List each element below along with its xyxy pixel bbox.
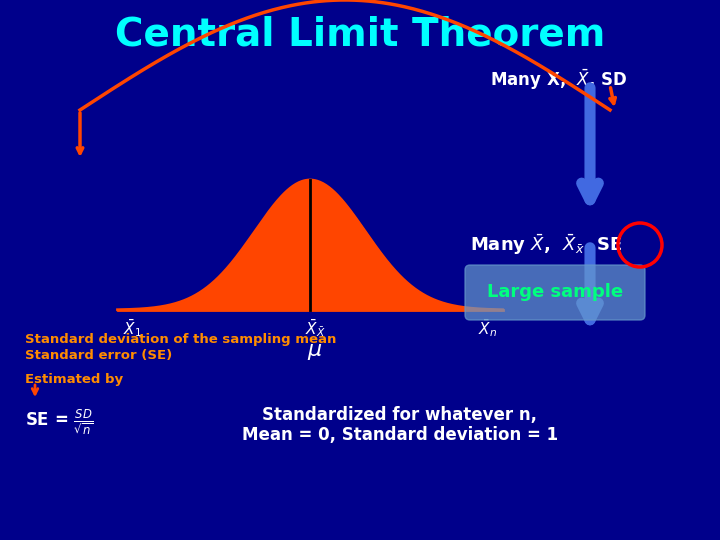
Text: Central Limit Theorem: Central Limit Theorem: [114, 16, 606, 54]
Text: Standard error (SE): Standard error (SE): [25, 348, 172, 361]
Text: Mean = 0, Standard deviation = 1: Mean = 0, Standard deviation = 1: [242, 426, 558, 444]
Text: Many X,  $\bar{X}$, SD: Many X, $\bar{X}$, SD: [490, 68, 627, 92]
Text: Large sample: Large sample: [487, 283, 623, 301]
FancyBboxPatch shape: [465, 265, 645, 320]
Text: Estimated by: Estimated by: [25, 374, 123, 387]
Text: $\mu$: $\mu$: [307, 342, 323, 362]
Text: Standardized for whatever n,: Standardized for whatever n,: [263, 406, 538, 424]
Text: Standard deviation of the sampling mean: Standard deviation of the sampling mean: [25, 334, 336, 347]
Text: $\bar{X}_{\bar{X}}$: $\bar{X}_{\bar{X}}$: [305, 317, 325, 339]
Text: $\bar{X}_1$: $\bar{X}_1$: [123, 317, 142, 339]
Text: $\bar{X}_n$: $\bar{X}_n$: [478, 317, 497, 339]
Text: SE = $\frac{SD}{\sqrt{n}}$: SE = $\frac{SD}{\sqrt{n}}$: [25, 408, 94, 436]
Text: Many $\bar{X}$,  $\bar{X}_{\bar{x}}$, SE: Many $\bar{X}$, $\bar{X}_{\bar{x}}$, SE: [470, 233, 622, 257]
